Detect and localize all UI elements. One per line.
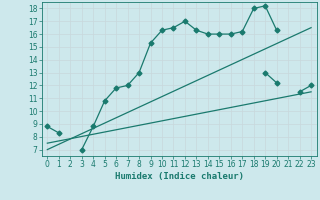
X-axis label: Humidex (Indice chaleur): Humidex (Indice chaleur) bbox=[115, 172, 244, 181]
